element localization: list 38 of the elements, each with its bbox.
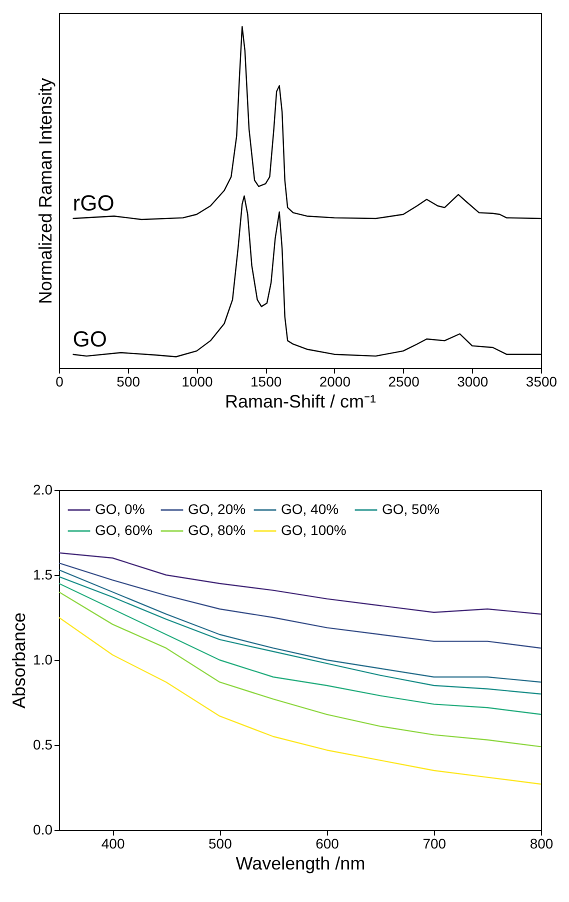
series-label: GO xyxy=(72,326,108,352)
x-axis-title: Wavelength /nm xyxy=(236,854,366,874)
x-axis-title: Raman-Shift / cm⁻¹ xyxy=(224,392,376,412)
x-tick-label: 500 xyxy=(116,374,140,390)
y-axis-title: Absorbance xyxy=(9,612,30,709)
x-tick-label: 800 xyxy=(530,836,554,852)
x-tick-label: 2000 xyxy=(319,374,351,390)
legend-label: GO, 0% xyxy=(95,501,145,517)
legend-label: GO, 40% xyxy=(281,501,339,517)
x-tick-label: 3500 xyxy=(526,374,558,390)
x-tick-label: 2500 xyxy=(388,374,420,390)
x-tick-label: 500 xyxy=(208,836,232,852)
x-tick-label: 1500 xyxy=(250,374,282,390)
line-series xyxy=(58,569,542,683)
x-tick-label: 3000 xyxy=(457,374,488,390)
y-tick-label: 2.0 xyxy=(33,482,53,498)
x-tick-label: 600 xyxy=(316,836,340,852)
legend-label: GO, 100% xyxy=(281,522,346,538)
line-series xyxy=(58,591,542,748)
legend-label: GO, 80% xyxy=(188,522,246,538)
legend-label: GO, 20% xyxy=(188,501,246,517)
x-tick-label: 1000 xyxy=(182,374,213,390)
line-series xyxy=(58,562,542,649)
line-series xyxy=(58,576,542,695)
y-tick-label: 1.5 xyxy=(33,566,53,582)
x-tick-label: 0 xyxy=(56,374,64,390)
line-series xyxy=(58,582,542,715)
x-tick-label: 400 xyxy=(101,836,125,852)
legend-label: GO, 60% xyxy=(95,522,153,538)
x-tick-label: 700 xyxy=(422,836,446,852)
legend-label: GO, 50% xyxy=(382,501,440,517)
y-tick-label: 0.5 xyxy=(33,736,53,752)
line-series xyxy=(58,616,542,785)
series-label: rGO xyxy=(72,190,114,216)
y-tick-label: 0.0 xyxy=(33,822,53,838)
y-tick-label: 1.0 xyxy=(33,652,53,668)
y-axis-title: Normalized Raman Intensity xyxy=(36,78,56,304)
line-series xyxy=(58,552,542,615)
